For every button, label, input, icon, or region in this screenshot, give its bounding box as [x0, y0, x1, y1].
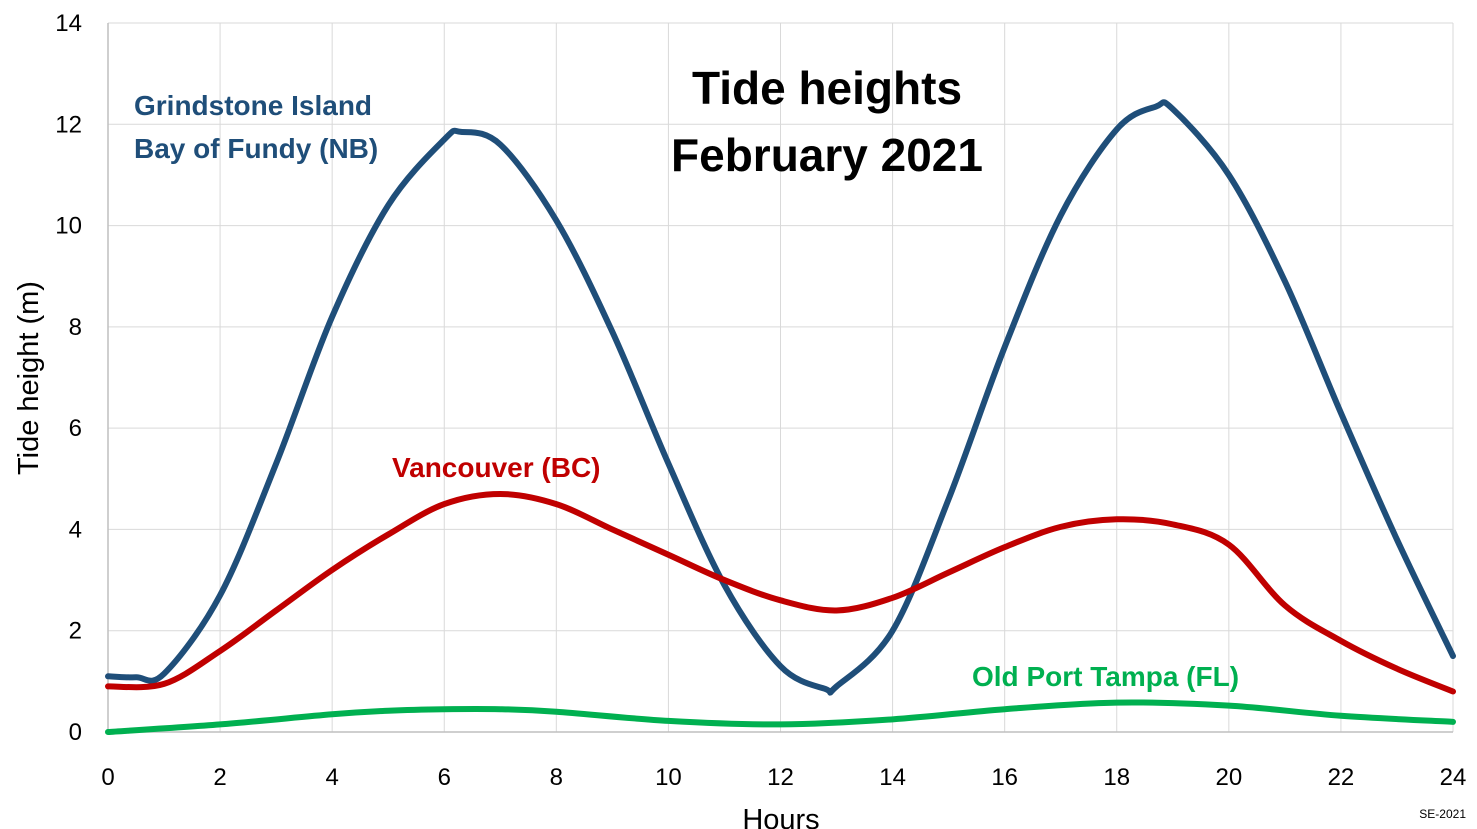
- x-tick-labels: 0 2 4 6 8 10 12 14 16 18 20 22 24: [101, 764, 1466, 791]
- y-tick-label: 4: [69, 516, 82, 543]
- x-tick-label: 4: [325, 764, 338, 791]
- y-tick-labels: 0 2 4 6 8 10 12 14: [55, 10, 82, 746]
- x-tick-label: 10: [655, 764, 682, 791]
- chart-title-line-2: February 2021: [671, 129, 983, 181]
- series-line-tampa: [105, 699, 1456, 735]
- x-tick-label: 16: [991, 764, 1018, 791]
- chart-title-line-1: Tide heights: [692, 62, 962, 114]
- x-tick-label: 14: [879, 764, 906, 791]
- y-tick-label: 10: [55, 213, 82, 240]
- series-label-fundy-line-2: Bay of Fundy (NB): [134, 133, 378, 164]
- y-tick-label: 6: [69, 415, 82, 442]
- x-tick-label: 8: [550, 764, 563, 791]
- y-tick-label: 2: [69, 618, 82, 645]
- y-tick-label: 14: [55, 10, 82, 37]
- y-axis-title: Tide height (m): [13, 281, 45, 475]
- series-label-vancouver: Vancouver (BC): [392, 452, 601, 483]
- y-tick-label: 8: [69, 314, 82, 341]
- x-tick-label: 24: [1440, 764, 1467, 791]
- x-tick-label: 2: [213, 764, 226, 791]
- x-tick-label: 22: [1328, 764, 1355, 791]
- x-axis-title: Hours: [742, 804, 819, 829]
- credit-text: SE-2021: [1419, 807, 1466, 821]
- x-tick-label: 20: [1215, 764, 1242, 791]
- axes: [107, 23, 1453, 733]
- series-line-vancouver: [105, 490, 1456, 695]
- x-tick-label: 12: [767, 764, 794, 791]
- series-label-fundy-line-1: Grindstone Island: [134, 90, 372, 121]
- x-tick-label: 0: [101, 764, 114, 791]
- y-tick-label: 0: [69, 719, 82, 746]
- y-tick-label: 12: [55, 111, 82, 138]
- series-line-fundy: [105, 99, 1456, 696]
- x-tick-label: 6: [438, 764, 451, 791]
- x-tick-label: 18: [1103, 764, 1130, 791]
- series-lines: [105, 99, 1456, 735]
- series-label-tampa: Old Port Tampa (FL): [972, 661, 1239, 692]
- gridlines: [108, 22, 1454, 732]
